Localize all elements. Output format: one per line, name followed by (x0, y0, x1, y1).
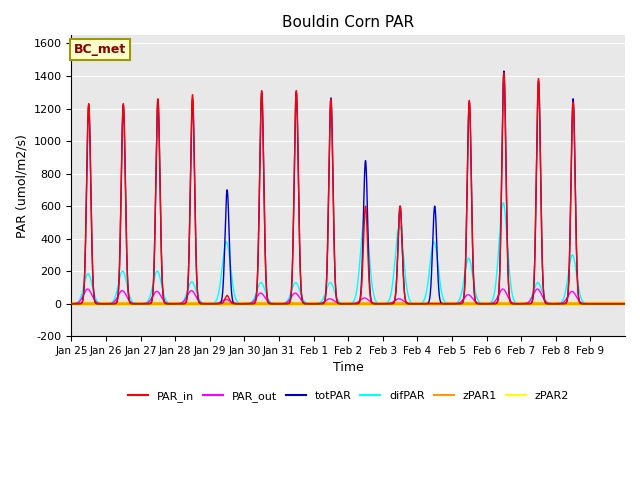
X-axis label: Time: Time (333, 361, 364, 374)
Y-axis label: PAR (umol/m2/s): PAR (umol/m2/s) (15, 134, 28, 238)
Legend: PAR_in, PAR_out, totPAR, difPAR, zPAR1, zPAR2: PAR_in, PAR_out, totPAR, difPAR, zPAR1, … (123, 387, 573, 407)
Text: BC_met: BC_met (74, 43, 127, 56)
Title: Bouldin Corn PAR: Bouldin Corn PAR (282, 15, 414, 30)
